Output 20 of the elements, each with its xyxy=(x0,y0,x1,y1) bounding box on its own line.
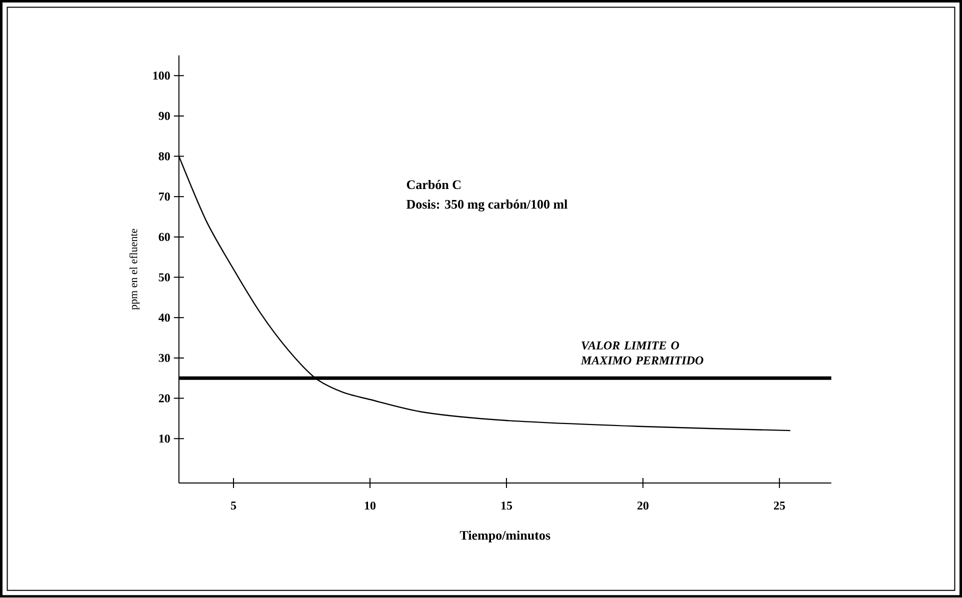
y-tick-label: 70 xyxy=(159,192,170,201)
x-axis-title: Tiempo/minutos xyxy=(460,530,550,543)
annotation: Dosis: 350 mg carbón/100 ml xyxy=(406,200,568,212)
x-tick-label: 10 xyxy=(364,502,376,510)
x-tick-label: 20 xyxy=(637,502,648,510)
ref-line-label: VALOR LIMITE O MAXIMO PERMITIDO xyxy=(580,342,704,365)
x-tick-label: 15 xyxy=(501,502,512,510)
y-tick-label: 100 xyxy=(153,72,170,80)
y-tick-label: 10 xyxy=(159,434,170,443)
y-axis-title: ppm en el efluente xyxy=(129,228,140,310)
y-tick-label: 30 xyxy=(158,354,170,362)
x-tick-label: 5 xyxy=(230,502,236,510)
y-tick-label: 60 xyxy=(158,233,170,242)
y-tick-label: 80 xyxy=(158,152,170,160)
annotation: Carbón C xyxy=(406,180,461,190)
y-tick-label: 90 xyxy=(158,112,170,120)
y-tick-label: 40 xyxy=(158,314,170,322)
y-tick-label: 50 xyxy=(158,273,170,282)
y-tick-label: 20 xyxy=(158,394,170,402)
x-tick-label: 25 xyxy=(774,502,785,510)
